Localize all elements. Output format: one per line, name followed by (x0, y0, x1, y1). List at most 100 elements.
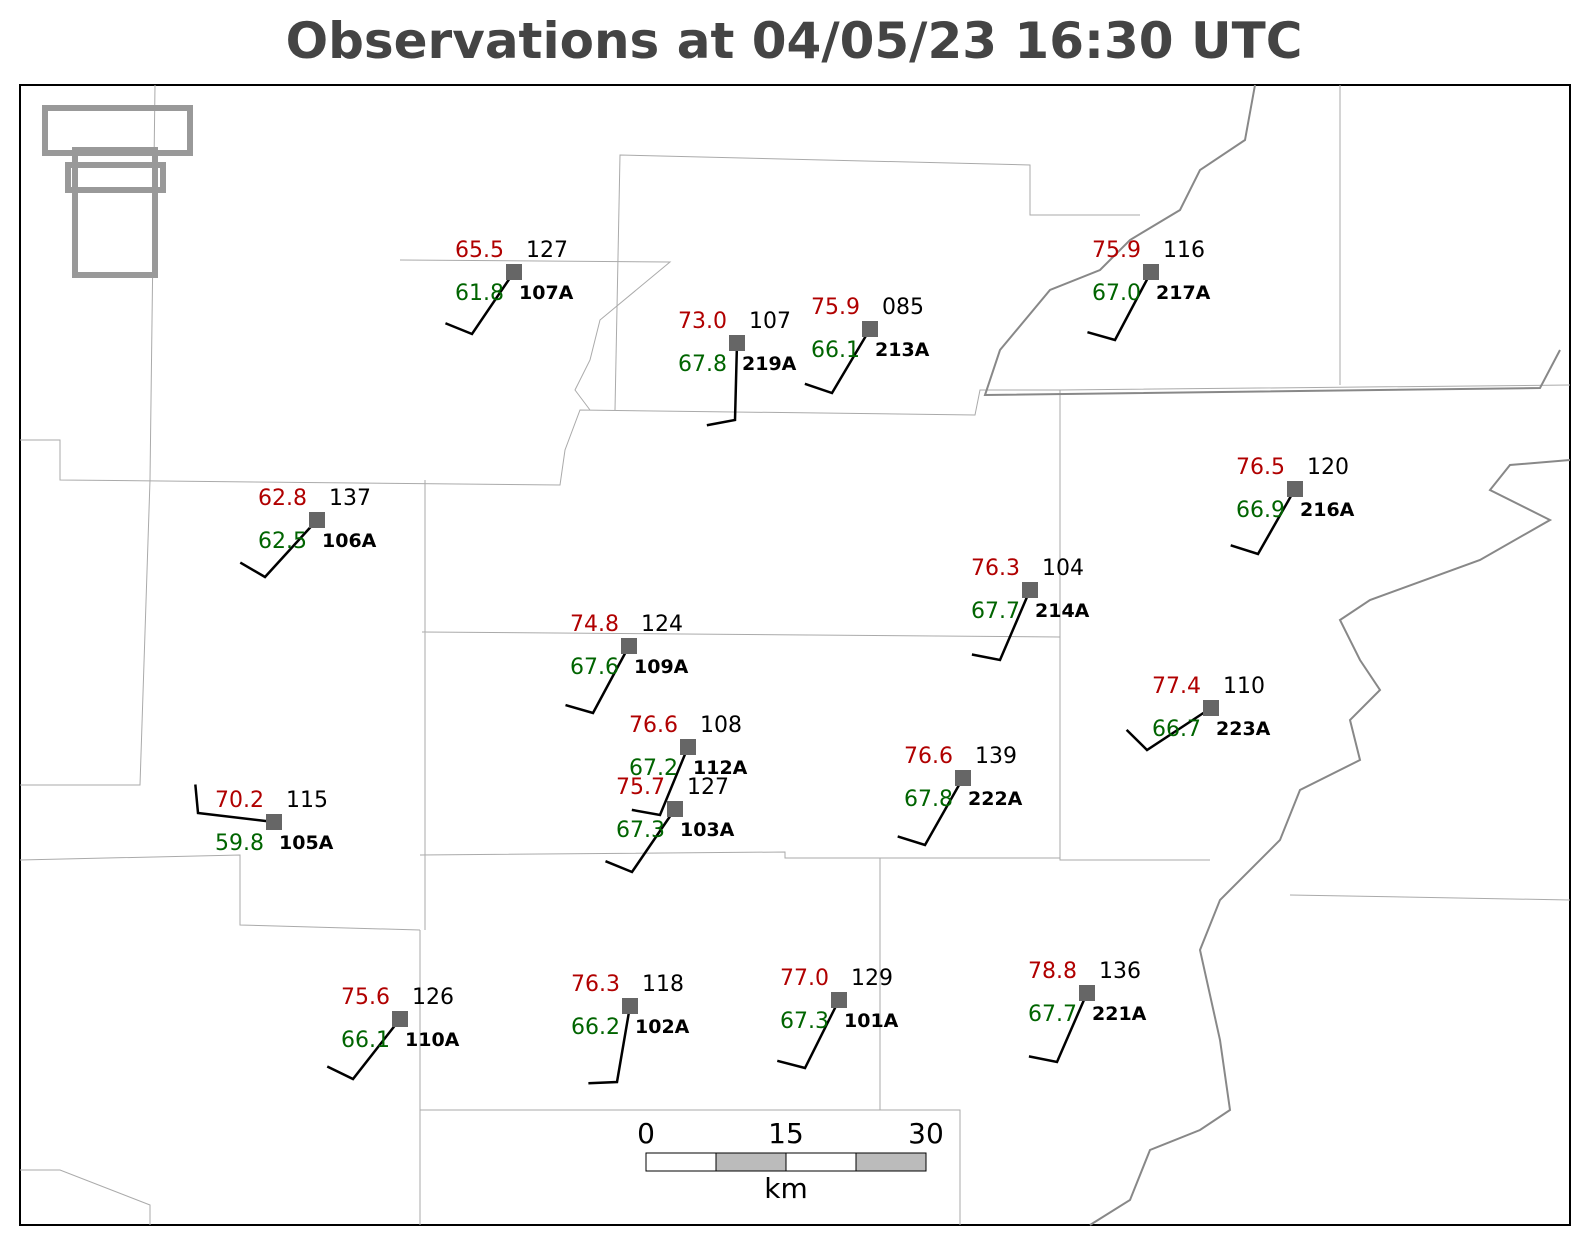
dewpoint: 61.8 (455, 281, 504, 306)
station-marker (309, 512, 325, 528)
station-id: 223A (1216, 718, 1271, 740)
station-id: 102A (635, 1016, 690, 1038)
station-marker (680, 739, 696, 755)
station-id: 103A (680, 819, 735, 841)
station-id: 222A (968, 788, 1023, 810)
pressure: 104 (1042, 556, 1084, 581)
temperature: 75.6 (341, 985, 390, 1010)
wind-barb (631, 746, 690, 817)
dewpoint: 67.0 (1092, 281, 1141, 306)
station-id: 101A (844, 1010, 899, 1032)
dewpoint: 66.7 (1152, 717, 1201, 742)
pressure: 129 (851, 966, 893, 991)
station-id: 213A (875, 339, 930, 361)
wind-barb (1087, 271, 1153, 342)
station-marker (1143, 264, 1159, 280)
dewpoint: 66.2 (571, 1015, 620, 1040)
pressure: 118 (642, 972, 684, 997)
pressure: 124 (641, 612, 683, 637)
station-id: 105A (279, 832, 334, 854)
temperature: 76.6 (629, 713, 678, 738)
dewpoint: 66.1 (811, 338, 860, 363)
dewpoint: 67.7 (1028, 1002, 1077, 1027)
station-id: 110A (405, 1029, 460, 1051)
dewpoint: 66.9 (1236, 498, 1285, 523)
temperature: 62.8 (258, 486, 307, 511)
dewpoint: 67.7 (971, 599, 1020, 624)
station-marker (266, 814, 282, 830)
wind-barb (804, 328, 872, 395)
pressure: 115 (286, 788, 328, 813)
dewpoint: 67.3 (616, 818, 665, 843)
temperature: 77.0 (780, 966, 829, 991)
scale-bar: 0 15 30 km (637, 1117, 944, 1205)
pressure: 116 (1163, 238, 1205, 263)
station-id: 219A (742, 353, 797, 375)
dewpoint: 62.5 (258, 529, 307, 554)
temperature: 76.3 (971, 556, 1020, 581)
station-id: 216A (1300, 499, 1355, 521)
station-id: 217A (1156, 282, 1211, 304)
scale-label: 15 (768, 1117, 804, 1150)
pressure: 127 (687, 775, 729, 800)
station-marker (392, 1011, 408, 1027)
pressure: 110 (1223, 674, 1265, 699)
pressure: 108 (700, 713, 742, 738)
wind-barb (239, 519, 318, 579)
temperature: 74.8 (570, 612, 619, 637)
pressure: 107 (749, 309, 791, 334)
pressure: 127 (526, 238, 568, 263)
station-marker (622, 998, 638, 1014)
temperature: 75.7 (616, 775, 665, 800)
temperature: 65.5 (455, 238, 504, 263)
title: Observations at 04/05/23 16:30 UTC (286, 12, 1303, 70)
temperature: 77.4 (1152, 674, 1201, 699)
dewpoint: 67.2 (629, 756, 678, 781)
station-id: 214A (1035, 600, 1090, 622)
station-id: 107A (519, 282, 574, 304)
wind-barb (971, 589, 1032, 662)
wind-barb (706, 342, 739, 427)
pressure: 120 (1307, 455, 1349, 480)
temperature: 70.2 (215, 788, 264, 813)
wind-barb (897, 777, 965, 847)
temperature: 76.6 (904, 744, 953, 769)
scale-unit: km (764, 1172, 808, 1205)
wind-barb (1125, 706, 1212, 752)
wind-barb (565, 645, 631, 715)
station-marker (1203, 700, 1219, 716)
wind-barb (194, 784, 275, 824)
station-marker (667, 801, 683, 817)
temperature: 75.9 (1092, 238, 1141, 263)
station-marker (831, 992, 847, 1008)
dewpoint: 67.3 (780, 1009, 829, 1034)
station-marker (955, 770, 971, 786)
temperature: 76.5 (1236, 455, 1285, 480)
station-marker (506, 264, 522, 280)
station-id: 112A (693, 757, 748, 779)
station-id: 106A (322, 530, 377, 552)
station-marker (862, 321, 878, 337)
wind-barb (776, 999, 841, 1070)
station-marker (729, 335, 745, 351)
logo (42, 105, 193, 278)
wind-barb (605, 808, 677, 874)
county-borders (19, 84, 1571, 1225)
station-marker (1022, 582, 1038, 598)
pressure: 139 (975, 744, 1017, 769)
dewpoint: 59.8 (215, 831, 264, 856)
station-id: 221A (1092, 1003, 1147, 1025)
temperature: 76.3 (571, 972, 620, 997)
scale-label: 30 (908, 1117, 944, 1150)
dewpoint: 66.1 (341, 1028, 390, 1053)
wind-barb (444, 271, 516, 336)
wind-barb (1028, 992, 1089, 1064)
temperature: 73.0 (678, 309, 727, 334)
wind-barb (326, 1018, 401, 1081)
temperature: 75.9 (811, 295, 860, 320)
dewpoint: 67.8 (678, 352, 727, 377)
pressure: 085 (882, 295, 924, 320)
map-frame (19, 84, 1571, 1226)
temperature: 78.8 (1028, 959, 1077, 984)
pressure: 137 (329, 486, 371, 511)
